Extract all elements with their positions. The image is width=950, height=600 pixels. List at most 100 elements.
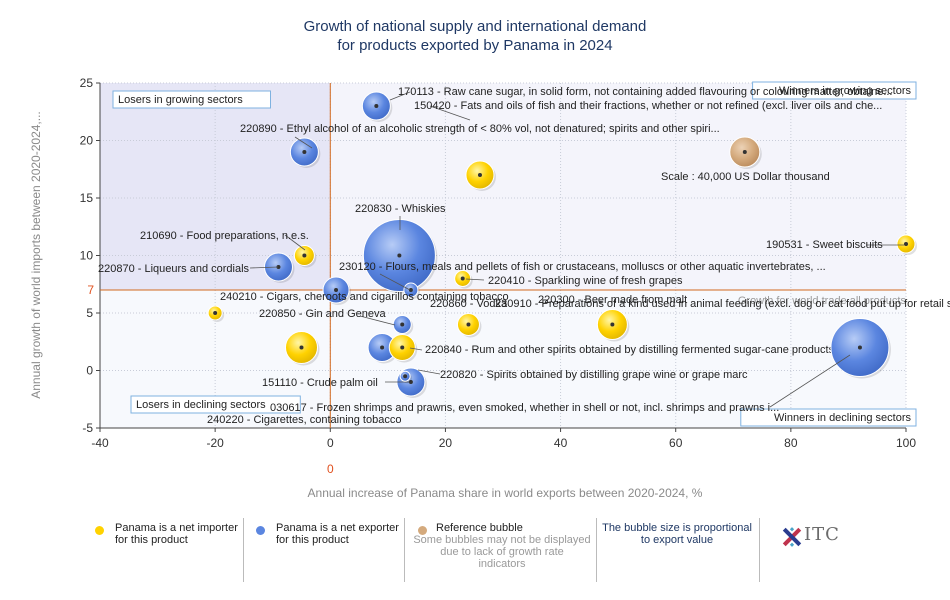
bubble-center-dot xyxy=(408,288,413,292)
chart-title: Growth of national supply and internatio… xyxy=(0,17,950,55)
chart-title-line-1: Growth of national supply and internatio… xyxy=(303,18,647,35)
bubble-center-dot xyxy=(460,276,465,281)
bubble-center-dot xyxy=(400,322,405,327)
bubble-center-dot xyxy=(302,253,307,258)
bubble-center-dot xyxy=(904,242,908,246)
bubble-center-dot xyxy=(857,345,862,350)
bubble-label-19: 151110 - Crude palm oil xyxy=(262,377,378,389)
quadrant-label-bottom-left-box xyxy=(130,395,301,414)
bubble-center-dot xyxy=(477,173,482,177)
label-leader-line xyxy=(284,234,306,251)
bubble-label-8: 220410 - Sparkling wine of fresh grapes xyxy=(488,275,683,287)
label-leader-line xyxy=(417,369,441,375)
bubble-label-4: 220830 - Whiskies xyxy=(355,203,446,215)
bubble-label-20: 220820 - Spirits obtained by distilling … xyxy=(440,369,748,381)
bubble-label-7: 190531 - Sweet biscuits xyxy=(766,239,883,251)
bubble-label-12: 220300 - Beer made from malt xyxy=(538,294,687,306)
itc-logo-icon xyxy=(782,527,802,547)
bubble-label-5: 210690 - Food preparations, n.e.s. xyxy=(140,230,309,242)
x-tick-label: 20 xyxy=(439,436,453,450)
exporter-dot-icon xyxy=(256,526,265,535)
x-tick-label: 0 xyxy=(327,436,334,450)
bubble-center-dot xyxy=(400,345,405,350)
bubble-center-dot xyxy=(380,345,385,350)
bubble-label-21: 240220 - Cigarettes, containing tobacco xyxy=(207,414,401,426)
bubble-center-dot xyxy=(610,322,615,327)
legend-exporter: Panama is a net exporter for this produc… xyxy=(256,522,399,546)
scale-label: Scale : 40,000 US Dollar thousand xyxy=(661,171,830,183)
quadrant-label-bottom-left: Losers in declining sectors xyxy=(136,399,266,411)
bubble-center-dot xyxy=(374,104,379,108)
y-tick-label: 20 xyxy=(80,134,94,148)
bubble-center-dot xyxy=(408,380,413,384)
bubble-label-2: 150420 - Fats and oils of fish and their… xyxy=(414,100,882,112)
bubble-center-dot xyxy=(299,345,304,350)
y-tick-label: 0 xyxy=(86,364,93,378)
legend-size-note: The bubble size is proportional to expor… xyxy=(598,522,756,546)
quadrant-label-bottom-right-box xyxy=(740,408,917,427)
y-axis-label: Annual growth of world imports between 2… xyxy=(29,111,43,399)
x-tick-label: 40 xyxy=(554,436,568,450)
legend-reference-label: Reference bubble xyxy=(436,522,523,534)
legend-divider xyxy=(596,518,597,582)
label-leader-line xyxy=(769,354,851,408)
reference-dot-icon xyxy=(418,526,427,535)
label-leader-line xyxy=(379,273,411,291)
legend-importer-line-1: Panama is a net importer xyxy=(115,522,238,534)
bubble-label-6: 220870 - Liqueurs and cordials xyxy=(98,263,250,275)
reference-y-label: 7 xyxy=(87,283,94,297)
bubble-center-dot xyxy=(742,150,747,154)
x-tick-label: 100 xyxy=(896,436,916,450)
bubble-center-dot xyxy=(403,374,408,379)
bubble-label-0: 170113 - Raw cane sugar, in solid form, … xyxy=(398,86,892,98)
label-leader-line xyxy=(359,315,396,326)
chart-title-line-2: for products exported by Panama in 2024 xyxy=(337,37,613,54)
quadrant-label-top-left-box xyxy=(112,90,271,109)
y-tick-label: 15 xyxy=(80,191,94,205)
legend-importer: Panama is a net importer for this produc… xyxy=(95,522,238,546)
legend-divider xyxy=(404,518,405,582)
bubble-label-16: 220860 - Vodka xyxy=(430,298,508,310)
bubble-label-13: 230910 - Preparations of a kind used in … xyxy=(495,298,950,310)
x-tick-label: 80 xyxy=(784,436,798,450)
label-leader-line xyxy=(249,266,279,269)
bubble-label-10: 240210 - Cigars, cheroots and cigarillos… xyxy=(220,291,509,303)
legend-size-line-2: to export value xyxy=(640,534,714,546)
bubble-label-9: 230120 - Flours, meals and pellets of fi… xyxy=(339,261,826,273)
label-leader-line xyxy=(294,136,313,149)
itc-logo-text: ITC xyxy=(804,524,840,545)
legend-note-line-2: due to lack of growth rate xyxy=(440,546,564,558)
legend-divider xyxy=(243,518,244,582)
legend-size-line-1: The bubble size is proportional xyxy=(602,522,752,534)
quadrant-label-bottom-right: Winners in declining sectors xyxy=(774,412,911,424)
legend-note-line-3: indicators xyxy=(478,558,526,570)
x-axis-label: Annual increase of Panama share in world… xyxy=(308,486,703,500)
itc-logo: ITC xyxy=(782,522,852,552)
label-leader-line xyxy=(429,105,471,121)
y-tick-label: 5 xyxy=(86,306,93,320)
quadrant-label-top-right: Winners in growing sectors xyxy=(779,85,912,97)
importer-dot-icon xyxy=(95,526,104,535)
y-tick-label: -5 xyxy=(82,421,93,435)
legend-note-line-1: Some bubbles may not be displayed xyxy=(413,534,591,546)
bubble-center-dot xyxy=(334,288,339,292)
label-leader-line xyxy=(389,91,411,101)
bubble-center-dot xyxy=(302,150,307,154)
label-leader-line xyxy=(465,278,485,281)
reference-x-label: 0 xyxy=(327,462,334,476)
label-leader-line xyxy=(409,347,423,351)
legend-reference: Reference bubble Some bubbles may not be… xyxy=(412,522,592,570)
quadrant-label-top-right-box xyxy=(752,81,917,100)
quadrant-label-top-left: Losers in growing sectors xyxy=(118,94,243,106)
bubble-label-17: 220840 - Rum and other spirits obtained … xyxy=(425,344,835,356)
legend-exporter-line-2: for this product xyxy=(276,534,349,546)
legend-exporter-line-1: Panama is a net exporter xyxy=(276,522,399,534)
legend: Panama is a net importer for this produc… xyxy=(0,514,950,584)
bubble-label-18: 030617 - Frozen shrimps and prawns, even… xyxy=(270,402,779,414)
y-tick-label: 25 xyxy=(80,76,94,90)
quadrant-top-left xyxy=(100,83,331,290)
bubble-chart: 7 0 -40 -20 0 20 40 60 80 100 -5 0 5 10 15 20 25 Annual i… xyxy=(29,76,950,500)
x-tick-label: -20 xyxy=(206,436,224,450)
bubble-label-1: 220890 - Ethyl alcohol of an alcoholic s… xyxy=(240,123,720,135)
bubble-label-14: 220850 - Gin and Geneva xyxy=(259,308,386,320)
